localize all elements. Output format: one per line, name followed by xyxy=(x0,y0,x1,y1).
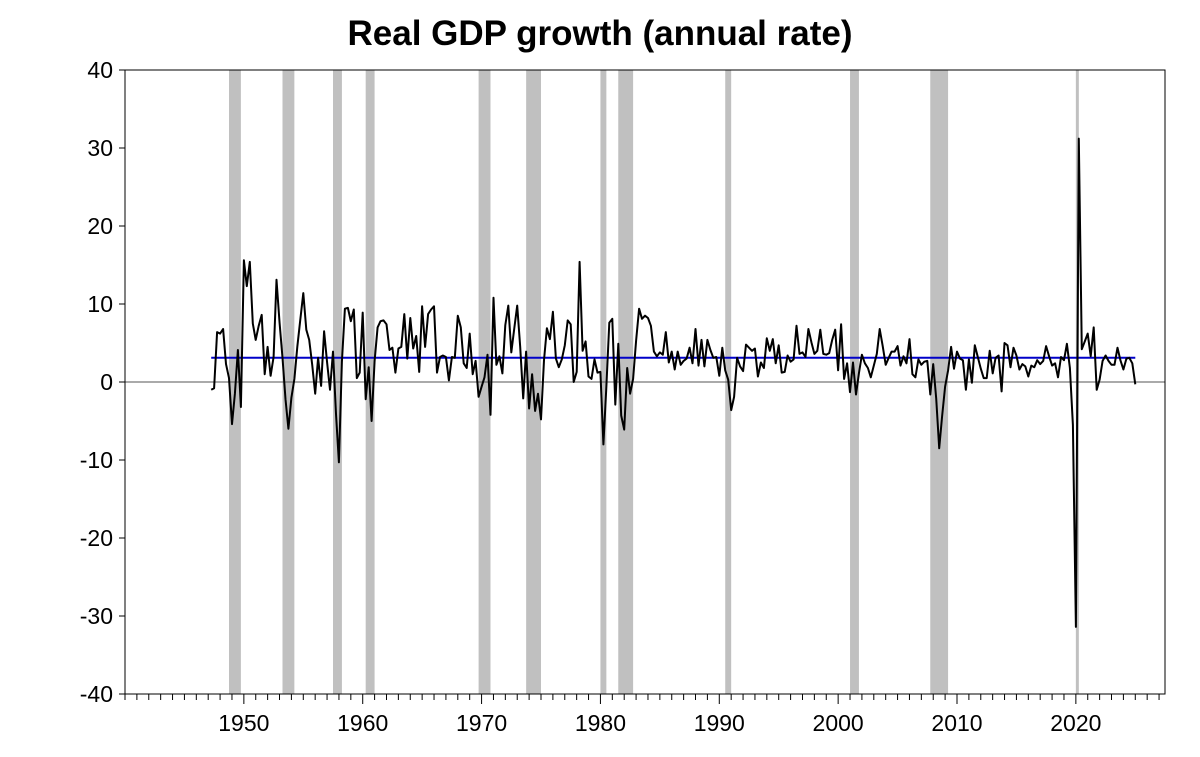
plot-frame xyxy=(124,69,1166,695)
x-tick-label: 1980 xyxy=(575,710,626,736)
x-tick-label: 1990 xyxy=(694,710,745,736)
y-tick-label: 0 xyxy=(100,369,113,395)
y-tick-label: -20 xyxy=(80,525,113,551)
x-tick-label: 1960 xyxy=(337,710,388,736)
y-tick-label: -10 xyxy=(80,447,113,473)
x-tick-label: 1950 xyxy=(218,710,269,736)
y-tick-label: -30 xyxy=(80,603,113,629)
y-tick-label: 20 xyxy=(87,213,113,239)
x-tick-label: 1970 xyxy=(456,710,507,736)
x-tick-label: 2000 xyxy=(813,710,864,736)
y-tick-label: 30 xyxy=(87,135,113,161)
y-tick-label: 10 xyxy=(87,291,113,317)
gdp-growth-line xyxy=(210,137,1137,628)
chart-title: Real GDP growth (annual rate) xyxy=(347,14,853,53)
y-tick-label: -40 xyxy=(80,681,113,707)
series-lines xyxy=(210,137,1137,628)
x-tick-label: 2010 xyxy=(931,710,982,736)
y-tick-label: 40 xyxy=(87,57,113,83)
x-tick-label: 2020 xyxy=(1050,710,1101,736)
